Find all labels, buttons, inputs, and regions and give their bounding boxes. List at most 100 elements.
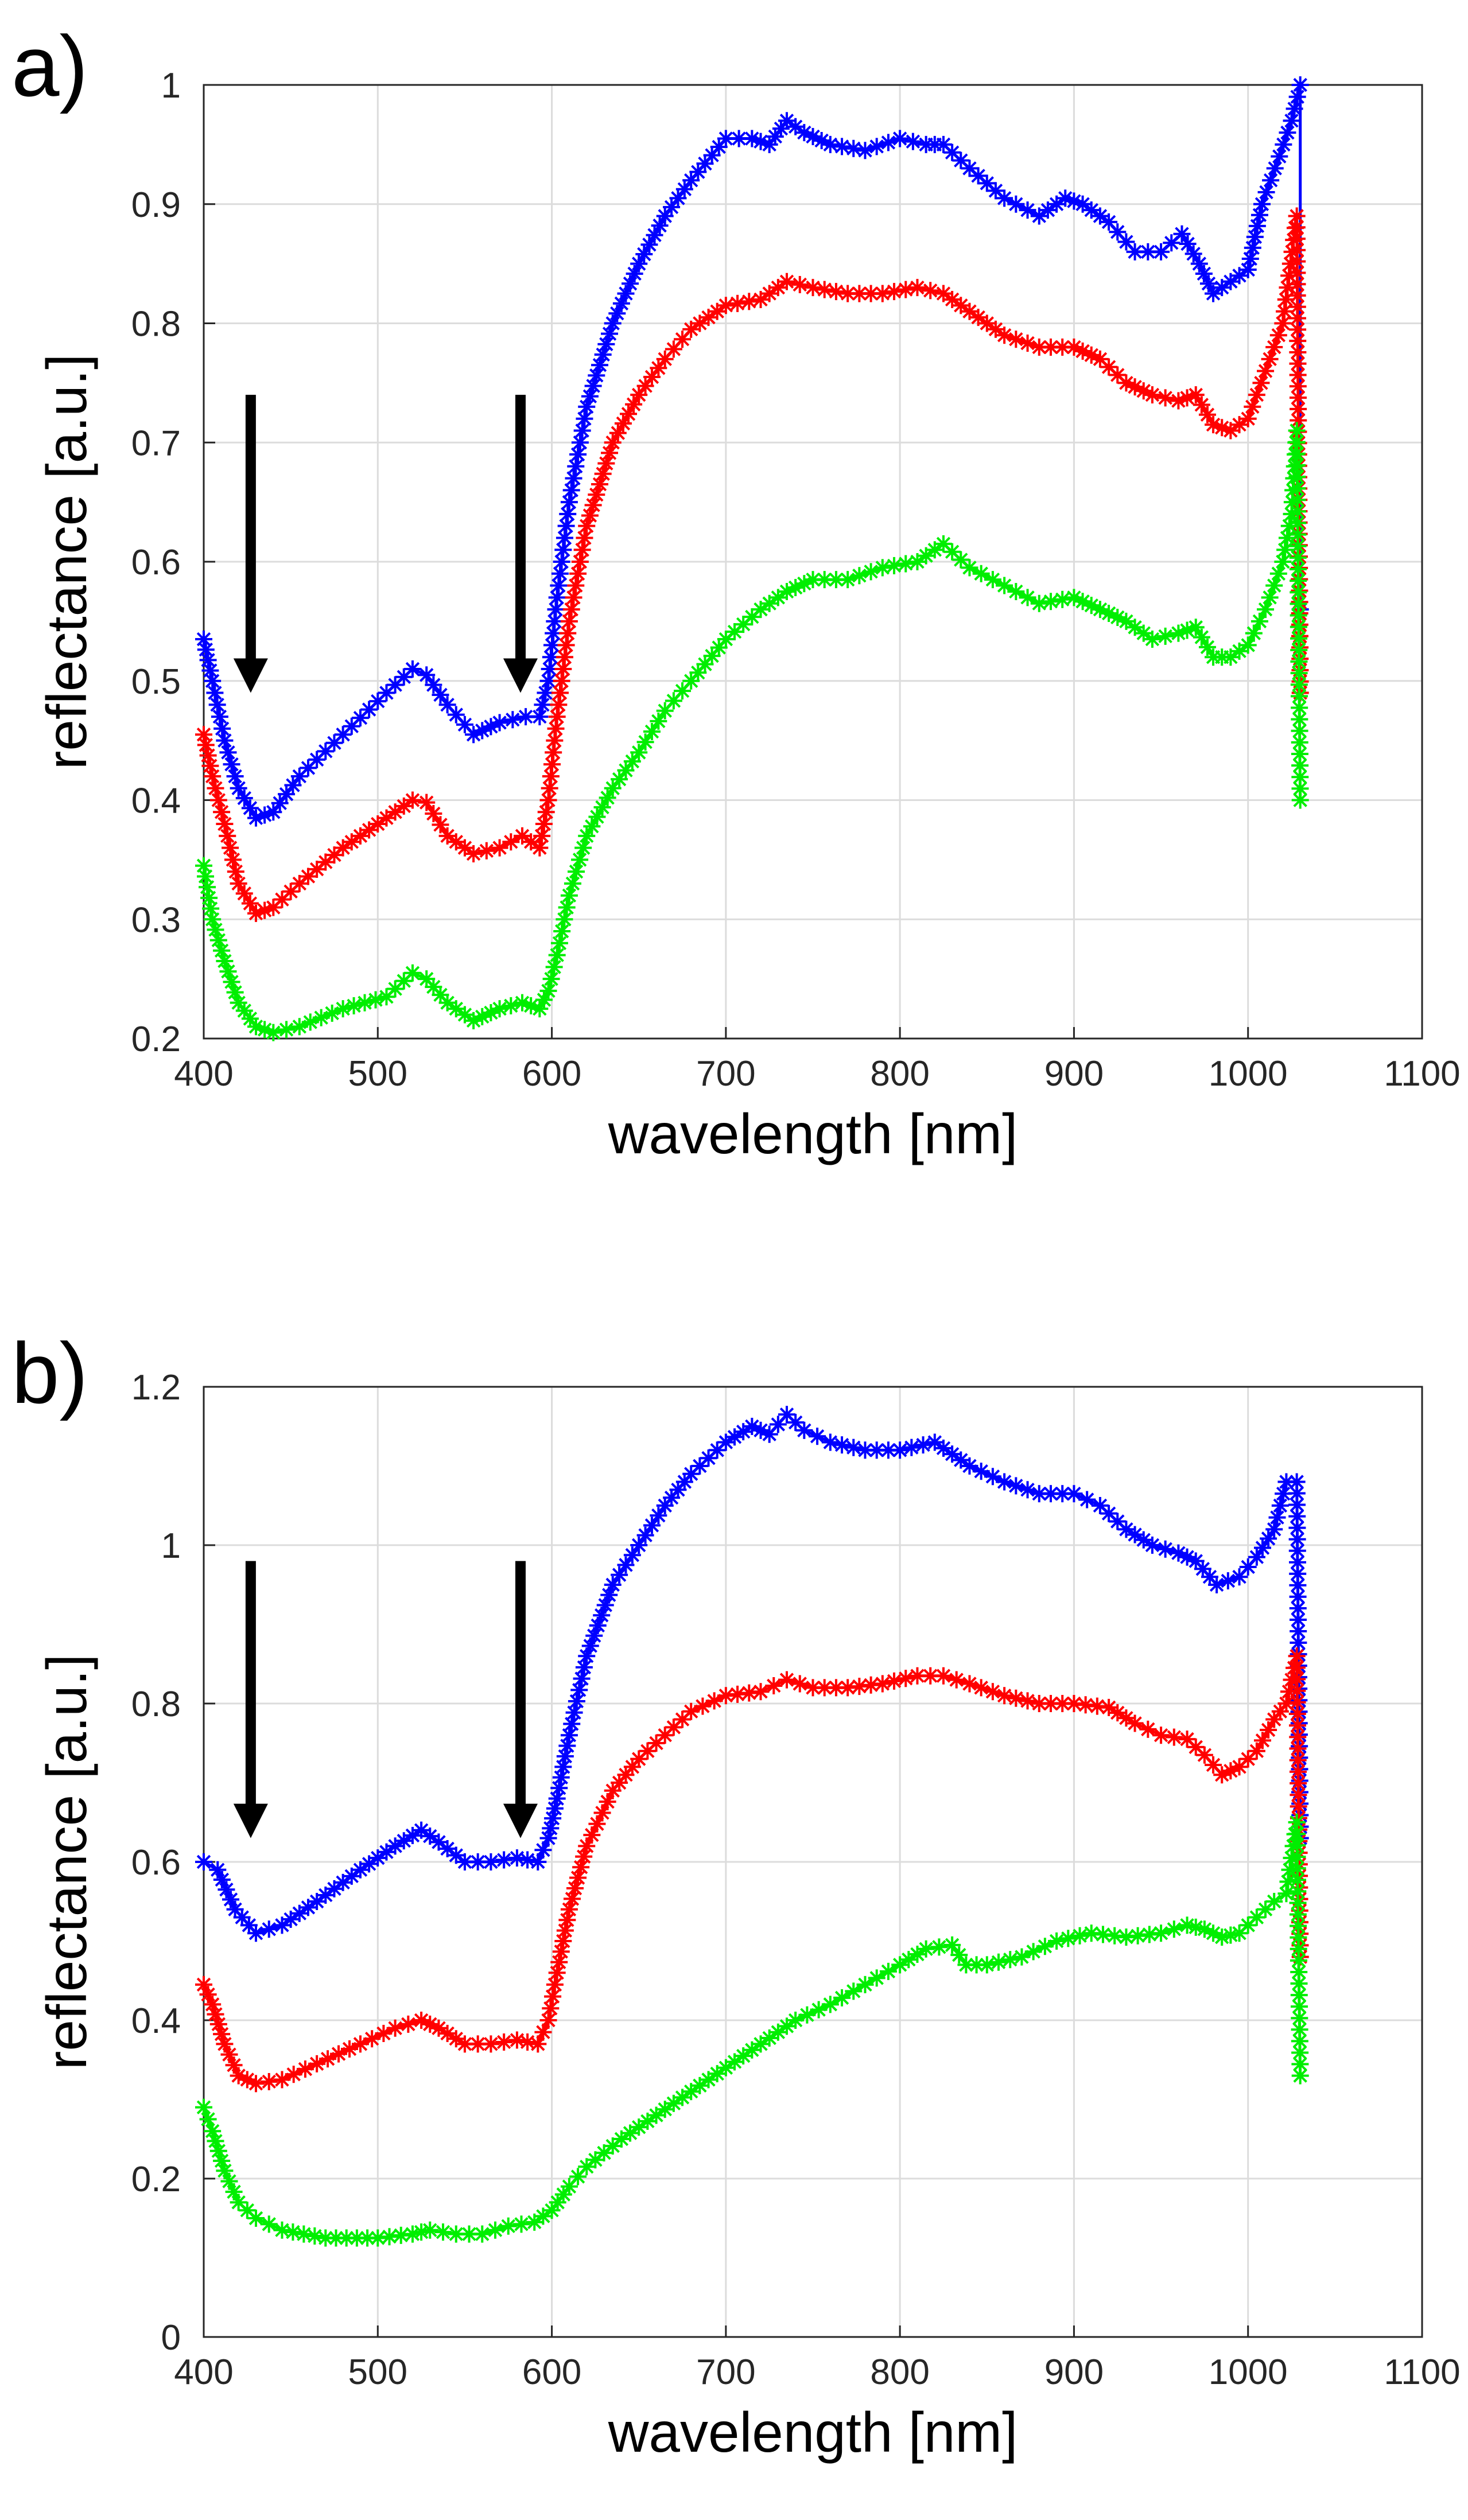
data-point-green-b	[213, 2152, 231, 2169]
data-point-green-b	[1288, 1825, 1306, 1843]
data-point-blue-b	[1100, 1504, 1118, 1522]
data-point-red-b	[1291, 1867, 1308, 1885]
data-point-red-b	[1239, 1750, 1257, 1768]
data-point-green-b	[554, 2185, 572, 2203]
data-point-blue-a	[432, 686, 449, 703]
data-point-blue-a	[766, 128, 784, 146]
data-point-red-b	[447, 2030, 465, 2048]
data-point-red-b	[519, 2033, 537, 2051]
data-point-blue-a	[646, 226, 663, 244]
data-point-blue-a	[1241, 250, 1259, 267]
data-point-blue-a	[425, 676, 442, 694]
data-point-red-b	[542, 2000, 560, 2017]
data-point-green-b	[726, 2053, 744, 2071]
data-point-green-b	[760, 2029, 778, 2047]
data-point-blue-a	[534, 696, 552, 714]
data-point-blue-a	[547, 601, 565, 619]
data-point-blue-a	[1152, 243, 1170, 260]
data-point-red-a	[1065, 339, 1083, 356]
data-point-blue-a	[584, 377, 602, 395]
data-point-green-a	[1291, 757, 1309, 775]
data-point-green-a	[630, 744, 648, 761]
data-point-green-a	[1269, 565, 1287, 582]
data-point-red-a	[1230, 416, 1248, 434]
x-tick-label-a: 1000	[1209, 1054, 1288, 1094]
data-point-red-a	[531, 839, 549, 857]
data-point-blue-b	[1091, 1497, 1109, 1514]
data-point-green-b	[1291, 2067, 1309, 2085]
data-point-red-b	[1291, 1948, 1309, 1966]
data-point-blue-b	[726, 1428, 744, 1446]
data-point-blue-b	[403, 1827, 421, 1844]
data-point-green-a	[886, 557, 903, 574]
data-point-green-a	[473, 1008, 491, 1025]
data-point-green-b	[284, 2223, 302, 2241]
data-point-blue-b	[386, 1837, 404, 1855]
data-point-red-a	[554, 660, 572, 678]
data-point-red-b	[604, 1782, 622, 1799]
data-point-red-b	[1265, 1710, 1283, 1728]
data-point-red-b	[1289, 1717, 1307, 1735]
data-point-green-a	[1290, 595, 1307, 613]
data-point-green-a	[456, 1006, 473, 1024]
data-point-blue-a	[594, 346, 612, 364]
data-point-red-a	[630, 386, 648, 404]
data-point-red-a	[862, 285, 880, 302]
data-point-green-a	[1030, 594, 1048, 612]
data-point-blue-b	[1260, 1530, 1277, 1547]
data-point-blue-a	[573, 422, 591, 440]
data-point-green-b	[1230, 1924, 1248, 1942]
data-point-red-b	[216, 2035, 234, 2053]
data-point-red-a	[1288, 309, 1306, 327]
data-point-blue-a	[567, 457, 585, 475]
data-point-red-a	[334, 839, 352, 857]
data-point-blue-a	[554, 541, 572, 559]
data-point-blue-b	[1230, 1568, 1248, 1586]
data-point-blue-b	[589, 1616, 607, 1634]
data-point-blue-a	[856, 142, 874, 160]
data-point-blue-a	[1266, 160, 1284, 177]
data-point-blue-a	[1030, 207, 1048, 225]
data-point-blue-a	[1250, 206, 1268, 224]
data-point-red-a	[1289, 378, 1307, 395]
arrow-head-a	[233, 658, 268, 693]
data-point-blue-b	[1289, 1588, 1307, 1605]
data-point-green-a	[917, 547, 935, 565]
data-point-blue-b	[546, 1799, 564, 1817]
data-point-green-a	[593, 798, 611, 816]
data-point-blue-a	[1248, 217, 1266, 235]
data-point-green-a	[1291, 710, 1308, 728]
data-point-blue-a	[369, 693, 387, 710]
data-point-green-a	[278, 1021, 296, 1039]
data-point-green-b	[1291, 2044, 1309, 2062]
data-point-green-a	[1290, 572, 1307, 590]
data-point-blue-b	[552, 1768, 570, 1786]
data-point-blue-a	[717, 130, 735, 147]
data-point-green-a	[984, 571, 1001, 589]
data-point-green-a	[1288, 480, 1306, 497]
data-point-blue-a	[560, 493, 578, 511]
data-point-blue-a	[206, 684, 224, 702]
data-point-green-a	[827, 571, 845, 589]
data-point-blue-b	[663, 1489, 681, 1507]
data-point-red-a	[850, 285, 868, 302]
data-point-red-b	[456, 2035, 473, 2053]
data-point-green-a	[1187, 619, 1205, 636]
data-point-blue-a	[1286, 100, 1303, 118]
data-point-green-b	[434, 2223, 452, 2241]
data-point-red-a	[620, 405, 638, 423]
data-point-red-b	[705, 1692, 723, 1710]
data-point-green-a	[1290, 687, 1308, 705]
data-point-red-a	[325, 846, 343, 864]
data-point-blue-b	[611, 1566, 628, 1584]
data-point-red-b	[717, 1687, 735, 1705]
data-point-red-b	[1291, 1914, 1308, 1931]
y-axis-label-b: reflectance [a.u.]	[35, 1654, 98, 2070]
data-point-blue-a	[1239, 261, 1257, 279]
data-point-green-a	[1054, 590, 1071, 608]
data-point-blue-a	[278, 785, 296, 803]
data-point-red-a	[594, 465, 612, 483]
data-point-blue-b	[1178, 1548, 1196, 1566]
data-point-green-a	[752, 601, 770, 619]
data-point-red-a	[778, 273, 796, 290]
